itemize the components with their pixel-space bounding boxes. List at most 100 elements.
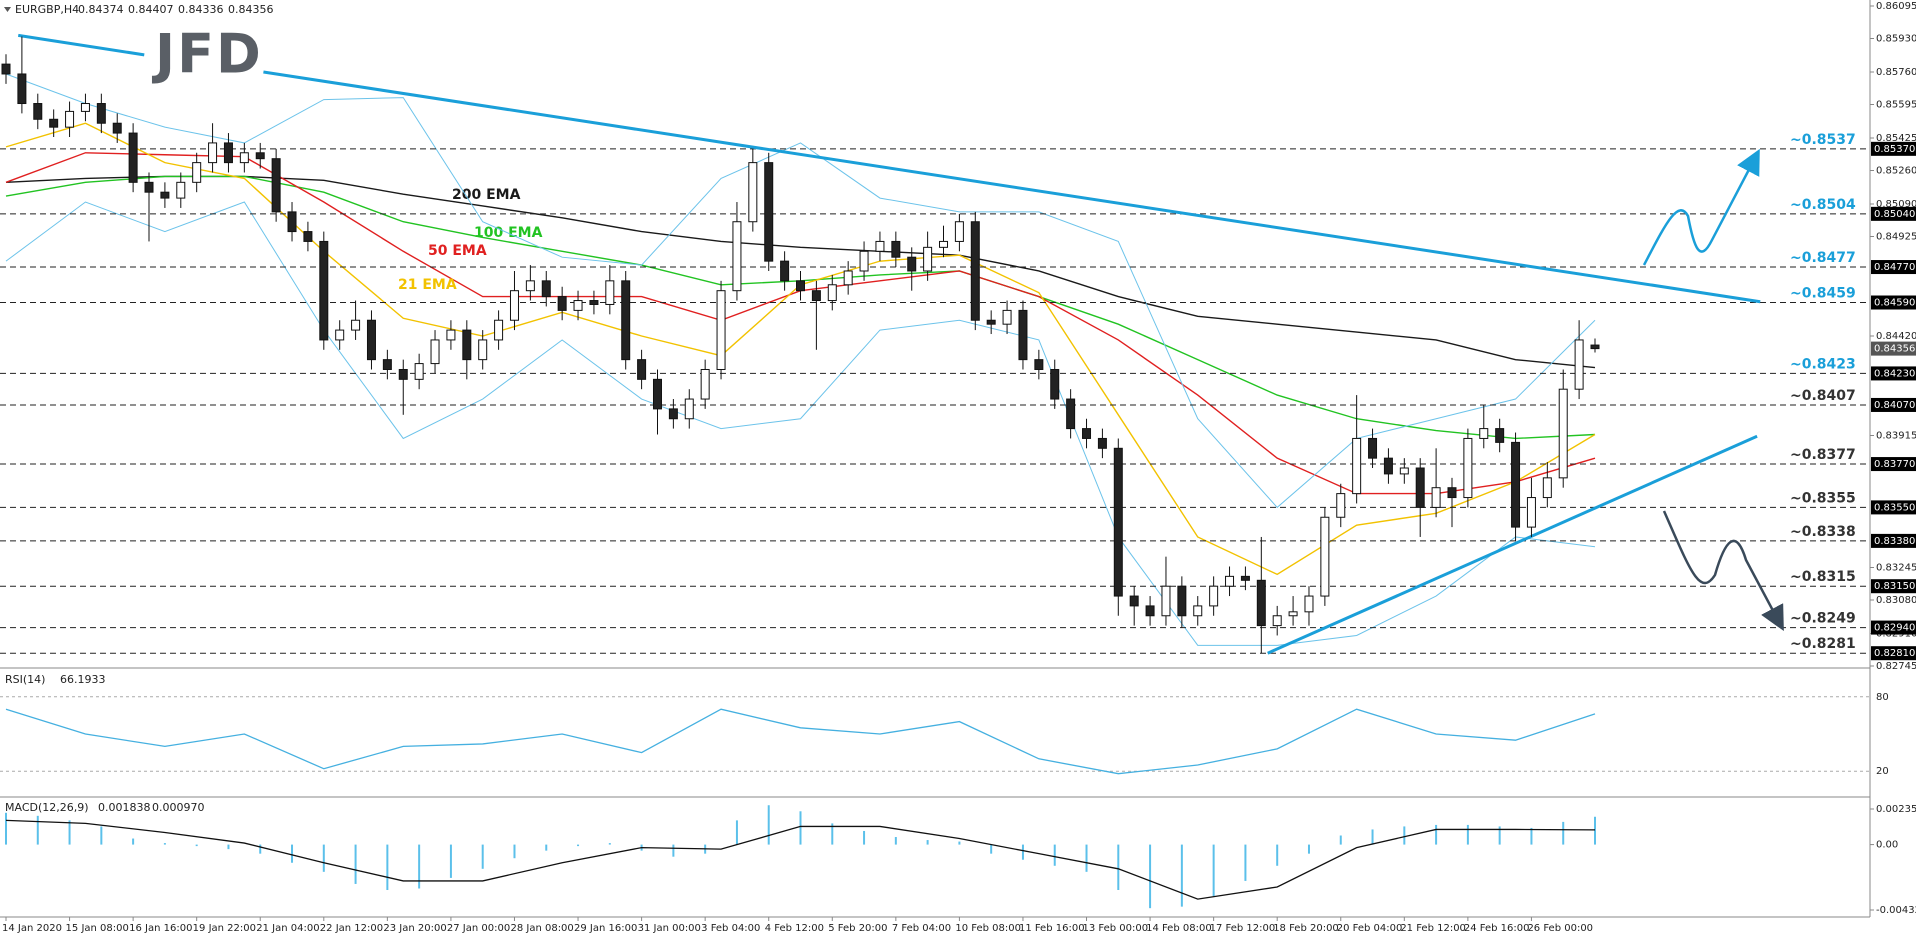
x-tick-label: 5 Feb 20:00 (828, 923, 887, 934)
level-price-box (1871, 366, 1916, 381)
level-price-label: 0.83550 (1874, 502, 1915, 513)
ema-label: 21 EMA (398, 277, 457, 293)
candle-body (1288, 611, 1298, 617)
level-note: ~0.8423 (1790, 356, 1856, 372)
candle-body (176, 181, 186, 199)
x-tick-label: 26 Feb 00:00 (1527, 923, 1593, 934)
candle-body (1113, 447, 1123, 597)
ema-label: 200 EMA (452, 187, 521, 203)
candle-body (1320, 516, 1330, 597)
candle-body (700, 368, 710, 400)
level-price-label: 0.83150 (1874, 581, 1915, 592)
macd-label: MACD(12,26,9) (5, 801, 89, 814)
candle-body (605, 280, 615, 305)
level-price-box (1871, 646, 1916, 661)
candle-body (414, 363, 424, 380)
level-note: ~0.8377 (1790, 447, 1856, 463)
level-price-box (1871, 260, 1916, 275)
candle-body (271, 158, 281, 213)
candle-body (1, 63, 11, 75)
level-price-label: 0.85370 (1874, 144, 1915, 155)
level-price-box (1871, 500, 1916, 515)
level-note: ~0.8504 (1790, 197, 1856, 213)
level-price-label: 0.82940 (1874, 623, 1915, 634)
candle-body (1352, 437, 1362, 495)
y-tick-label: 0.85760 (1876, 67, 1916, 78)
candle-body (1193, 605, 1203, 617)
x-tick-label: 4 Feb 12:00 (765, 923, 824, 934)
header-open: 0.84374 (78, 3, 124, 16)
level-price-box (1871, 206, 1916, 221)
y-tick-label: 0.85595 (1876, 100, 1916, 111)
candle-body (65, 110, 75, 128)
candle-body (1383, 457, 1393, 475)
x-tick-label: 18 Feb 20:00 (1273, 923, 1339, 934)
candle-body (1034, 359, 1044, 370)
candle-body (1018, 309, 1028, 361)
level-note: ~0.8477 (1790, 250, 1856, 266)
level-note: ~0.8338 (1790, 524, 1856, 540)
level-price-label: 0.84230 (1874, 368, 1915, 379)
y-tick-label: 0.83915 (1876, 430, 1916, 441)
candle-body (255, 152, 265, 160)
level-price-label: 0.83770 (1874, 459, 1915, 470)
candle-body (1526, 497, 1536, 528)
candle-body (573, 300, 583, 311)
candle-body (446, 329, 456, 341)
logo: JFD (151, 23, 263, 86)
level-price-box (1871, 579, 1916, 594)
x-tick-label: 7 Feb 04:00 (892, 923, 951, 934)
y-tick-label: 0.84925 (1876, 232, 1916, 243)
x-tick-label: 23 Jan 20:00 (383, 923, 446, 934)
trendline (1267, 434, 1758, 655)
x-tick-label: 21 Feb 12:00 (1400, 923, 1466, 934)
x-tick-label: 29 Jan 16:00 (574, 923, 637, 934)
candle-body (621, 280, 631, 361)
candle-body (494, 319, 504, 341)
candle-body (239, 152, 249, 164)
candle-body (1574, 339, 1584, 390)
macd-tick-label: -0.004321 (1876, 905, 1916, 916)
last-price-box (1871, 341, 1916, 356)
candle-body (796, 280, 805, 292)
candle-body (144, 181, 154, 193)
header-high: 0.84407 (128, 3, 174, 16)
candle-body (668, 408, 678, 420)
candle-body (1177, 585, 1187, 617)
trendline (18, 33, 145, 57)
candle-body (541, 280, 551, 298)
candle-body (319, 240, 329, 341)
candle-body (1511, 441, 1521, 528)
candle-body (764, 162, 774, 262)
candle-body (1463, 437, 1473, 499)
x-tick-label: 19 Jan 22:00 (193, 923, 256, 934)
rsi-label: RSI(14) (5, 673, 45, 686)
candle-body (748, 162, 758, 223)
x-tick-label: 22 Jan 12:00 (320, 923, 383, 934)
x-tick-label: 31 Jan 00:00 (638, 923, 701, 934)
level-price-label: 0.83380 (1874, 536, 1915, 547)
candle-body (398, 368, 408, 380)
scenario-arrow-up (1642, 148, 1760, 266)
y-tick-label: 0.83080 (1876, 595, 1916, 606)
level-price-label: 0.84770 (1874, 262, 1915, 273)
rsi-tick-label: 20 (1876, 766, 1889, 777)
y-tick-label: 0.85425 (1876, 133, 1916, 144)
level-note: ~0.8407 (1790, 388, 1856, 404)
level-price-label: 0.82810 (1874, 648, 1915, 659)
level-note: ~0.8315 (1790, 569, 1856, 585)
x-tick-label: 14 Jan 2020 (2, 923, 62, 934)
candle-body (1447, 487, 1457, 499)
candle-body (732, 221, 742, 292)
candle-body (1209, 585, 1219, 607)
x-tick-label: 11 Feb 16:00 (1019, 923, 1085, 934)
candle-body (1225, 575, 1235, 587)
y-tick-label: 0.86095 (1876, 1, 1916, 12)
x-tick-label: 16 Jan 16:00 (129, 923, 192, 934)
candle-body (1050, 368, 1060, 400)
candle-body (1082, 428, 1092, 439)
candle-body (1066, 398, 1076, 430)
header-close: 0.84356 (228, 3, 274, 16)
candle-body (939, 240, 949, 248)
